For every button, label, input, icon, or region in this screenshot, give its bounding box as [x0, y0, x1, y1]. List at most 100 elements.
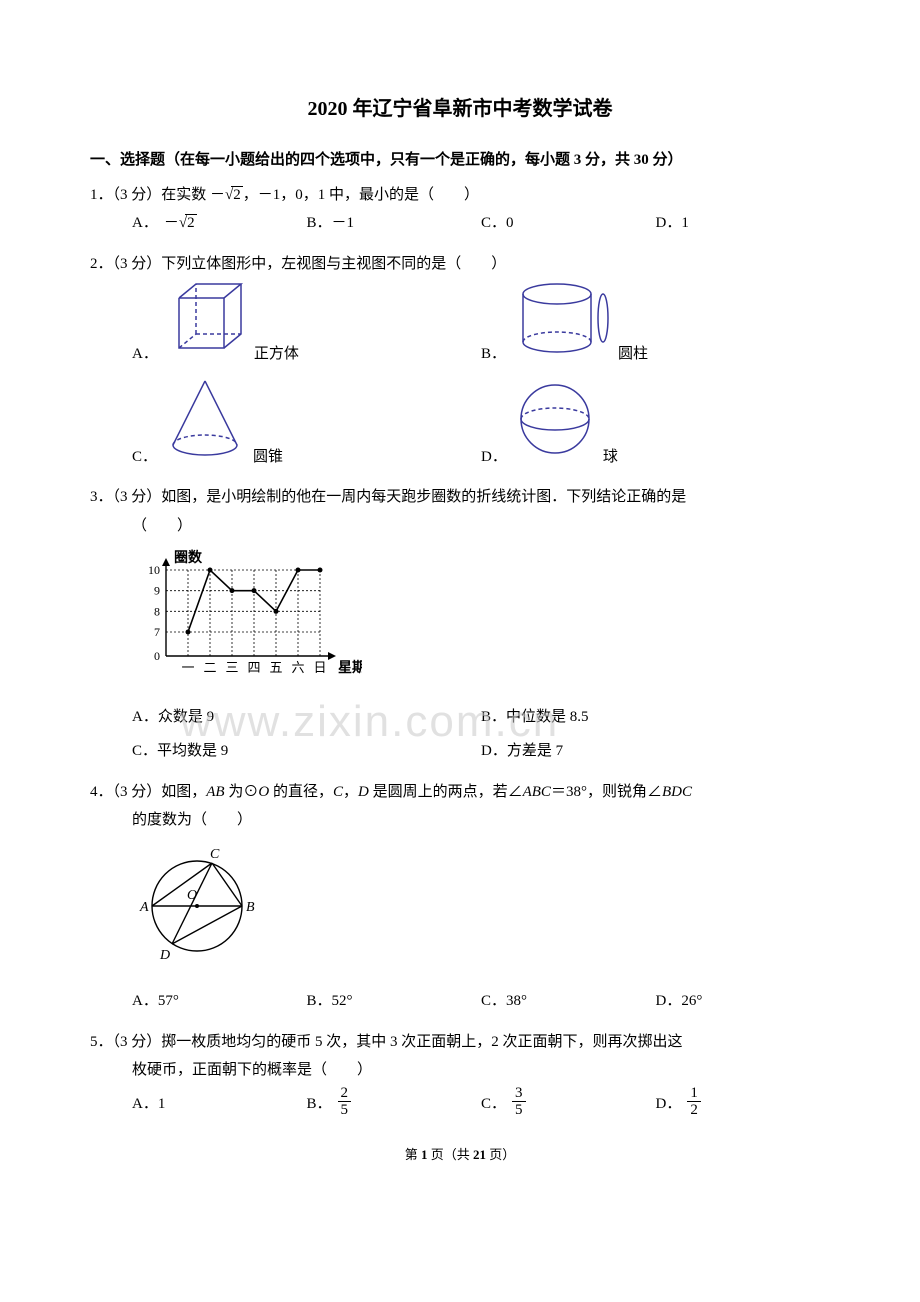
sqrt-icon: √2 [179, 209, 197, 238]
q3-stem: 3．（3 分）如图，是小明绘制的他在一周内每天跑步圈数的折线统计图．下列结论正确… [90, 483, 830, 512]
label-b: B [246, 900, 255, 915]
cylinder-icon [512, 280, 612, 369]
question-2: 2．（3 分）下列立体图形中，左视图与主视图不同的是（ ） A． [90, 250, 830, 478]
q4-bdc: BDC [662, 784, 692, 800]
sqrt-icon: √2 [225, 181, 243, 210]
opt-label: A． [132, 209, 158, 238]
question-3: 3．（3 分）如图，是小明绘制的他在一周内每天跑步圈数的折线统计图．下列结论正确… [90, 483, 830, 772]
q4-e: 是圆周上的两点，若∠ [369, 784, 523, 800]
num: 2 [338, 1085, 352, 1103]
opt-label: D． [656, 1090, 682, 1119]
opt-text: A．众数是 9 [132, 703, 214, 732]
q2-stem: 2．（3 分）下列立体图形中，左视图与主视图不同的是（ ） [90, 250, 830, 279]
page-title: 2020 年辽宁省阜新市中考数学试卷 [90, 90, 830, 128]
opt-label: C． [132, 443, 157, 472]
q4-abc: ABC [523, 784, 551, 800]
opt-text: D．1 [656, 209, 689, 238]
svg-text:六: 六 [291, 660, 304, 675]
q4-g: 的度数为（ ） [132, 812, 252, 828]
q1-opt-d: D．1 [656, 209, 831, 238]
svg-text:8: 8 [154, 604, 160, 618]
q4-opt-a: A．57° [132, 987, 307, 1016]
q5-opt-b: B． 25 [307, 1085, 482, 1119]
fraction: 12 [687, 1085, 701, 1119]
q4-c: 的直径， [269, 784, 333, 800]
q4-d: ， [343, 784, 358, 800]
svg-text:四: 四 [247, 660, 260, 675]
page-footer: 第 1 页（共 21 页） [90, 1143, 830, 1168]
question-4: 4．（3 分）如图，AB 为⊙O 的直径，C，D 是圆周上的两点，若∠ABC＝3… [90, 778, 830, 1022]
q4-opt-d: D．26° [656, 987, 831, 1016]
section-heading: 一、选择题（在每一小题给出的四个选项中，只有一个是正确的，每小题 3 分，共 3… [90, 146, 830, 175]
den: 2 [687, 1102, 701, 1119]
q2-c-label: 圆锥 [253, 443, 283, 472]
svg-text:星期: 星期 [338, 660, 362, 676]
opt-label: B． [481, 340, 506, 369]
svg-text:日: 日 [313, 660, 326, 675]
label-a: A [139, 900, 149, 915]
q4-dd: D [358, 784, 369, 800]
q1-stem-a: 1．（3 分）在实数 [90, 187, 210, 203]
svg-text:二: 二 [203, 660, 216, 675]
q1-a-sqrt: 2 [185, 214, 197, 231]
cone-icon [163, 375, 247, 472]
svg-text:一: 一 [181, 660, 194, 675]
q1-stem-b: ，－1，0，1 中，最小的是（ ） [243, 187, 479, 203]
question-1: 1．（3 分）在实数 －√2，－1，0，1 中，最小的是（ ） A． －√2 B… [90, 181, 830, 244]
svg-text:0: 0 [154, 649, 160, 663]
q1-a-neg: － [164, 209, 179, 238]
q2-opt-d: D． 球 [481, 375, 830, 472]
footer-prefix: 第 [405, 1147, 421, 1162]
q3-opt-c: C．平均数是 9 [132, 737, 481, 766]
q4-ab: AB [206, 784, 224, 800]
q2-d-label: 球 [603, 443, 618, 472]
q3-opt-a: A．众数是 9 [132, 703, 481, 732]
opt-label: C． [481, 1090, 506, 1119]
q2-a-label: 正方体 [254, 340, 299, 369]
label-o: O [187, 888, 197, 903]
opt-text: B．52° [307, 987, 353, 1016]
q1-sqrt: 2 [231, 186, 243, 203]
svg-text:9: 9 [154, 584, 160, 598]
opt-text: C．平均数是 9 [132, 737, 228, 766]
q1-opt-b: B．－1 [307, 209, 482, 238]
num: 1 [687, 1085, 701, 1103]
sphere-icon [513, 377, 597, 472]
q5-opt-c: C． 35 [481, 1085, 656, 1119]
q4-a: 4．（3 分）如图， [90, 784, 206, 800]
den: 5 [512, 1102, 526, 1119]
footer-mid: 页（共 [427, 1147, 473, 1162]
q1-neg: － [210, 187, 225, 203]
opt-text: C．0 [481, 209, 514, 238]
opt-text: D．26° [656, 987, 703, 1016]
footer-suffix: 页） [486, 1147, 515, 1162]
q5-stem: 5．（3 分）掷一枚质地均匀的硬币 5 次，其中 3 次正面朝上，2 次正面朝下… [90, 1028, 830, 1057]
q4-opt-b: B．52° [307, 987, 482, 1016]
fraction: 35 [512, 1085, 526, 1119]
opt-label: B． [307, 1090, 332, 1119]
cube-icon [164, 278, 248, 369]
q3-chart: 078910一二三四五六日圈数星期 [132, 546, 830, 697]
q2-b-label: 圆柱 [618, 340, 648, 369]
q4-opt-c: C．38° [481, 987, 656, 1016]
opt-label: A． [132, 340, 158, 369]
label-d: D [159, 948, 170, 963]
question-5: 5．（3 分）掷一枚质地均匀的硬币 5 次，其中 3 次正面朝上，2 次正面朝下… [90, 1028, 830, 1125]
opt-text: C．38° [481, 987, 527, 1016]
opt-text: A．57° [132, 987, 179, 1016]
q4-cd: C [333, 784, 343, 800]
q1-opt-c: C．0 [481, 209, 656, 238]
label-c: C [210, 847, 220, 862]
footer-total: 21 [473, 1147, 486, 1162]
opt-text: B．中位数是 8.5 [481, 703, 589, 732]
opt-text: B．－1 [307, 209, 355, 238]
svg-text:7: 7 [154, 625, 160, 639]
den: 5 [338, 1102, 352, 1119]
q4-o: O [258, 784, 269, 800]
q4-b: 为⊙ [225, 784, 259, 800]
q5-opt-d: D． 12 [656, 1085, 831, 1119]
fraction: 25 [338, 1085, 352, 1119]
q3-stem2: （ ） [90, 512, 830, 541]
svg-text:圈数: 圈数 [174, 549, 203, 566]
svg-text:三: 三 [225, 660, 238, 675]
